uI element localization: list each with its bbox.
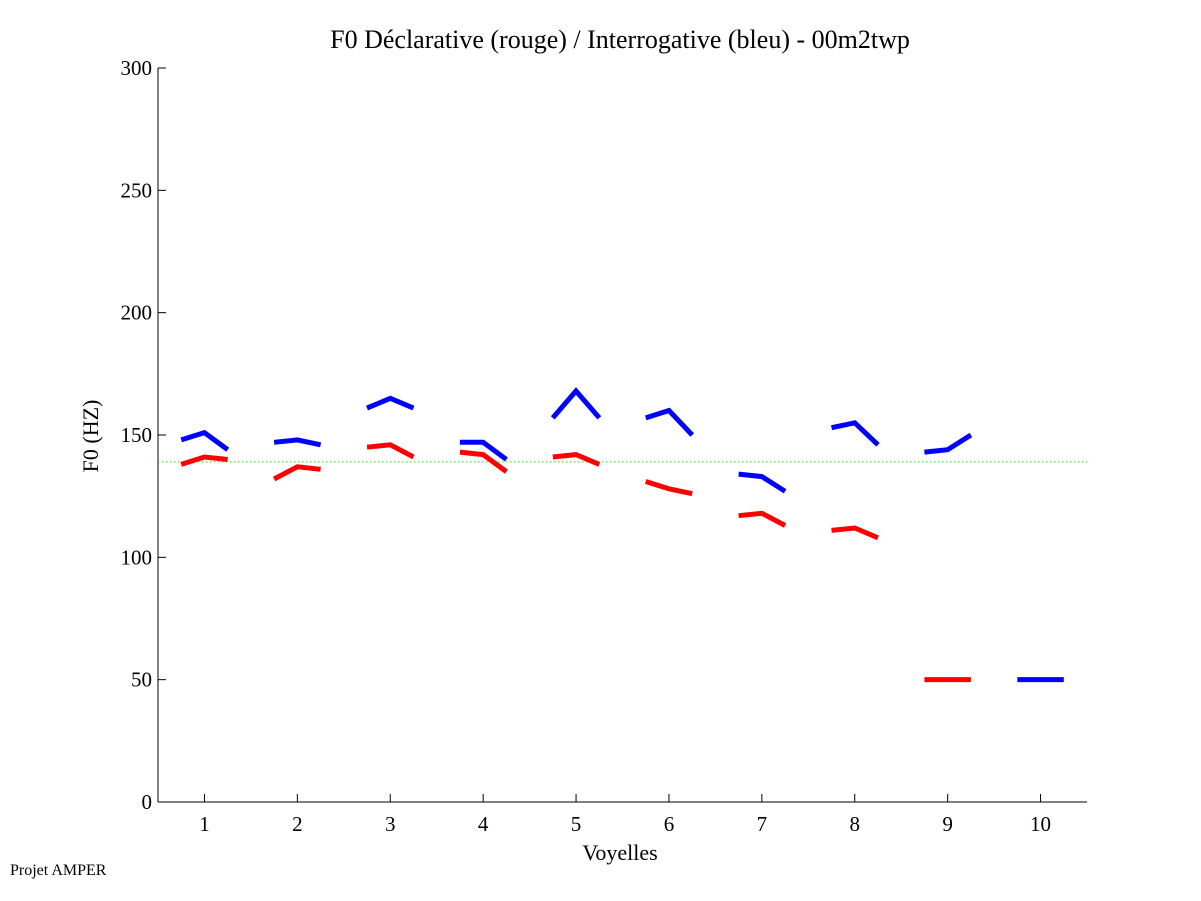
series-layer bbox=[180, 387, 1064, 683]
y-tick-label: 50 bbox=[131, 668, 152, 692]
y-tick-label: 100 bbox=[121, 545, 153, 569]
x-tick-label: 5 bbox=[571, 812, 582, 836]
series-1-segment-6 bbox=[644, 479, 693, 497]
y-tick-label: 250 bbox=[121, 178, 153, 202]
y-tick-label: 150 bbox=[121, 423, 153, 447]
footer-credit: Projet AMPER bbox=[10, 862, 107, 879]
x-tick-label: 2 bbox=[292, 812, 303, 836]
x-tick-label: 10 bbox=[1030, 812, 1051, 836]
series-1-segment-2 bbox=[272, 464, 321, 482]
x-tick-label: 1 bbox=[199, 812, 210, 836]
series-2-segment-6 bbox=[644, 407, 695, 437]
y-axis-label: F0 (HZ) bbox=[78, 400, 103, 473]
y-axis: 0 50 100 150 200 250 300 bbox=[121, 56, 166, 814]
x-axis-label: Voyelles bbox=[582, 840, 657, 865]
y-tick-label: 300 bbox=[121, 56, 153, 80]
x-tick-label: 9 bbox=[942, 812, 953, 836]
series-2-segment-5 bbox=[550, 387, 602, 420]
chart-title: F0 Déclarative (rouge) / Interrogative (… bbox=[330, 25, 910, 54]
series-2-segment-3 bbox=[366, 395, 415, 411]
series-1-segment-8 bbox=[831, 525, 879, 541]
series-2-segment-9 bbox=[924, 432, 973, 455]
y-tick-label: 200 bbox=[121, 301, 153, 325]
series-2-segment-1 bbox=[180, 429, 230, 452]
x-axis: 1 2 3 4 5 6 7 8 9 10 bbox=[158, 794, 1087, 836]
y-tick-label: 0 bbox=[142, 790, 153, 814]
x-tick-label: 3 bbox=[385, 812, 396, 836]
series-1-segment-5 bbox=[552, 452, 601, 467]
series-2 bbox=[180, 387, 1064, 683]
series-2-segment-4 bbox=[459, 439, 508, 462]
x-tick-label: 8 bbox=[850, 812, 861, 836]
x-tick-label: 7 bbox=[757, 812, 768, 836]
series-2-segment-7 bbox=[738, 471, 787, 494]
series-1-segment-3 bbox=[366, 442, 415, 460]
x-tick-label: 6 bbox=[664, 812, 675, 836]
series-1-segment-1 bbox=[180, 454, 228, 467]
series-2-segment-2 bbox=[273, 437, 322, 448]
series-1 bbox=[180, 442, 971, 683]
x-tick-label: 4 bbox=[478, 812, 489, 836]
series-2-segment-8 bbox=[830, 420, 880, 447]
series-1-segment-7 bbox=[738, 510, 787, 528]
series-1-segment-4 bbox=[459, 449, 508, 474]
